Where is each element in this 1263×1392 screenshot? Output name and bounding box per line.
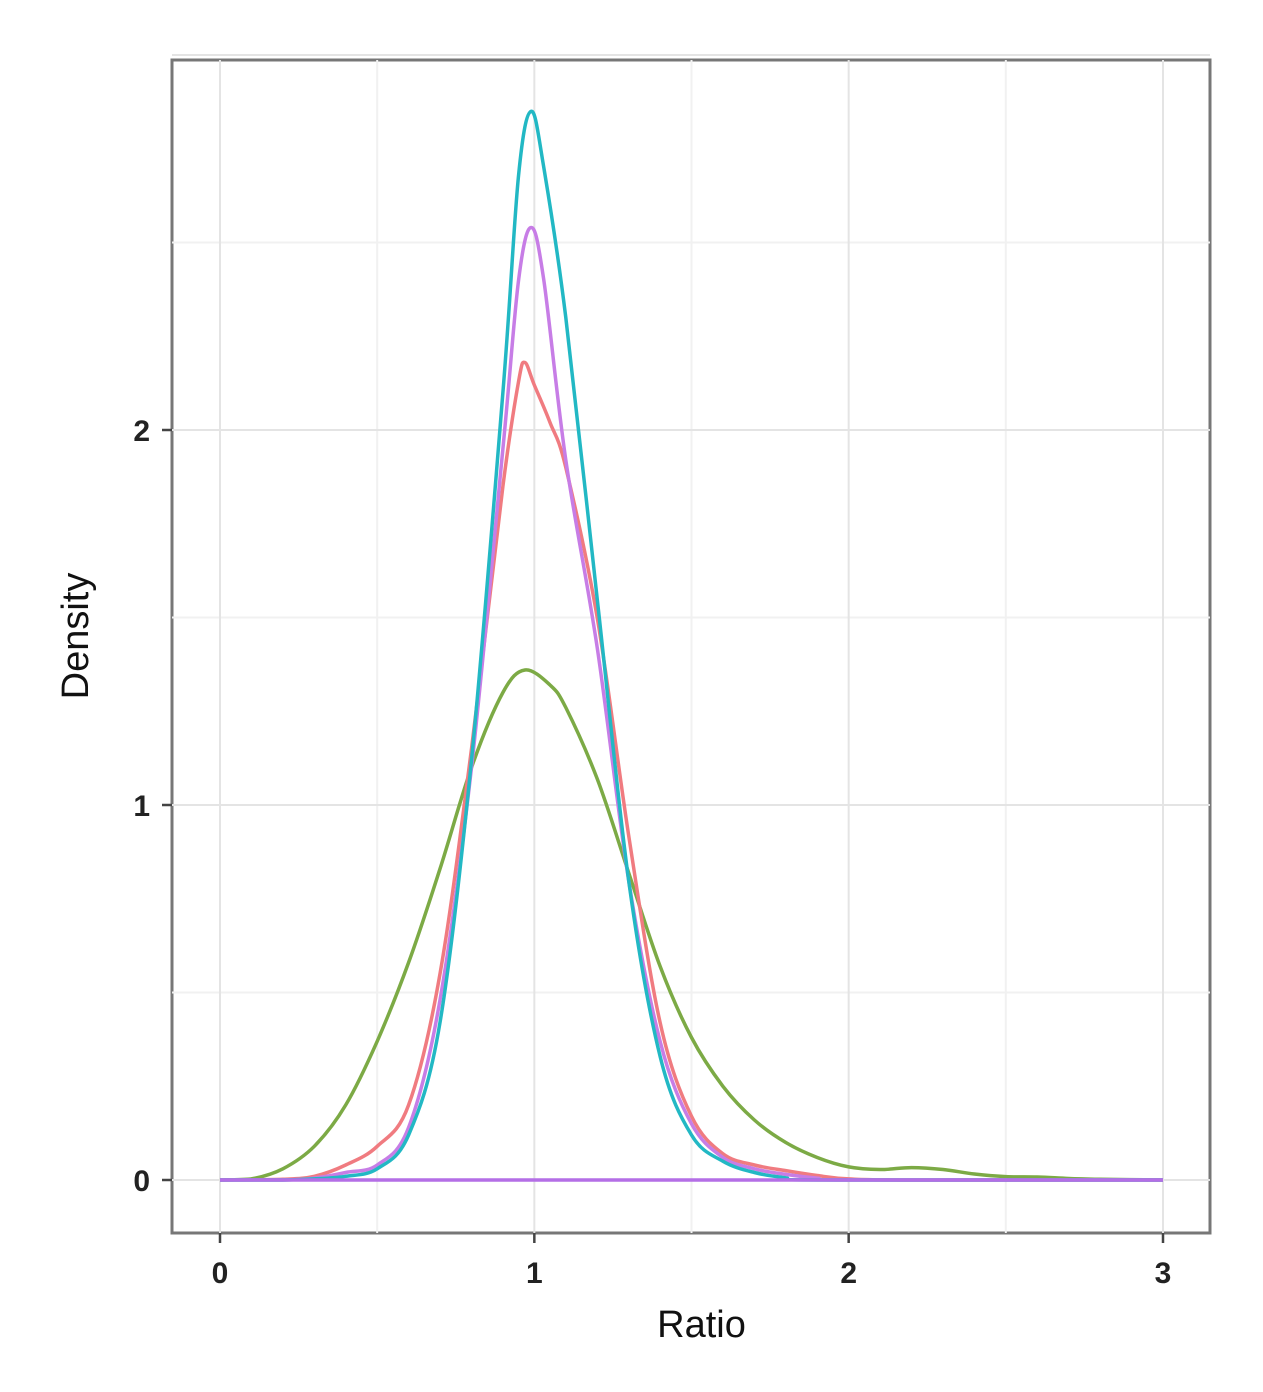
density-series-line-4 xyxy=(220,109,1163,1182)
series-layer xyxy=(219,109,1164,1182)
x-tick-label: 3 xyxy=(1155,1257,1172,1290)
x-tick-label: 1 xyxy=(526,1257,543,1290)
x-tick-labels: 0 1 2 3 xyxy=(212,1257,1172,1290)
density-series-line-2 xyxy=(219,360,1163,1182)
major-gridlines xyxy=(172,54,1210,1233)
x-tick-label: 0 xyxy=(212,1257,229,1290)
y-axis-title: Density xyxy=(55,573,97,700)
x-tick-label: 2 xyxy=(840,1257,857,1290)
density-series-line-3 xyxy=(220,225,1163,1182)
y-tick-label: 2 xyxy=(133,415,150,448)
x-axis-title: Ratio xyxy=(657,1304,746,1346)
y-tick-label: 0 xyxy=(133,1165,150,1198)
y-tick-labels: 0 1 2 xyxy=(133,415,150,1198)
y-tick-label: 1 xyxy=(133,790,150,823)
axis-ticks xyxy=(162,428,1165,1243)
